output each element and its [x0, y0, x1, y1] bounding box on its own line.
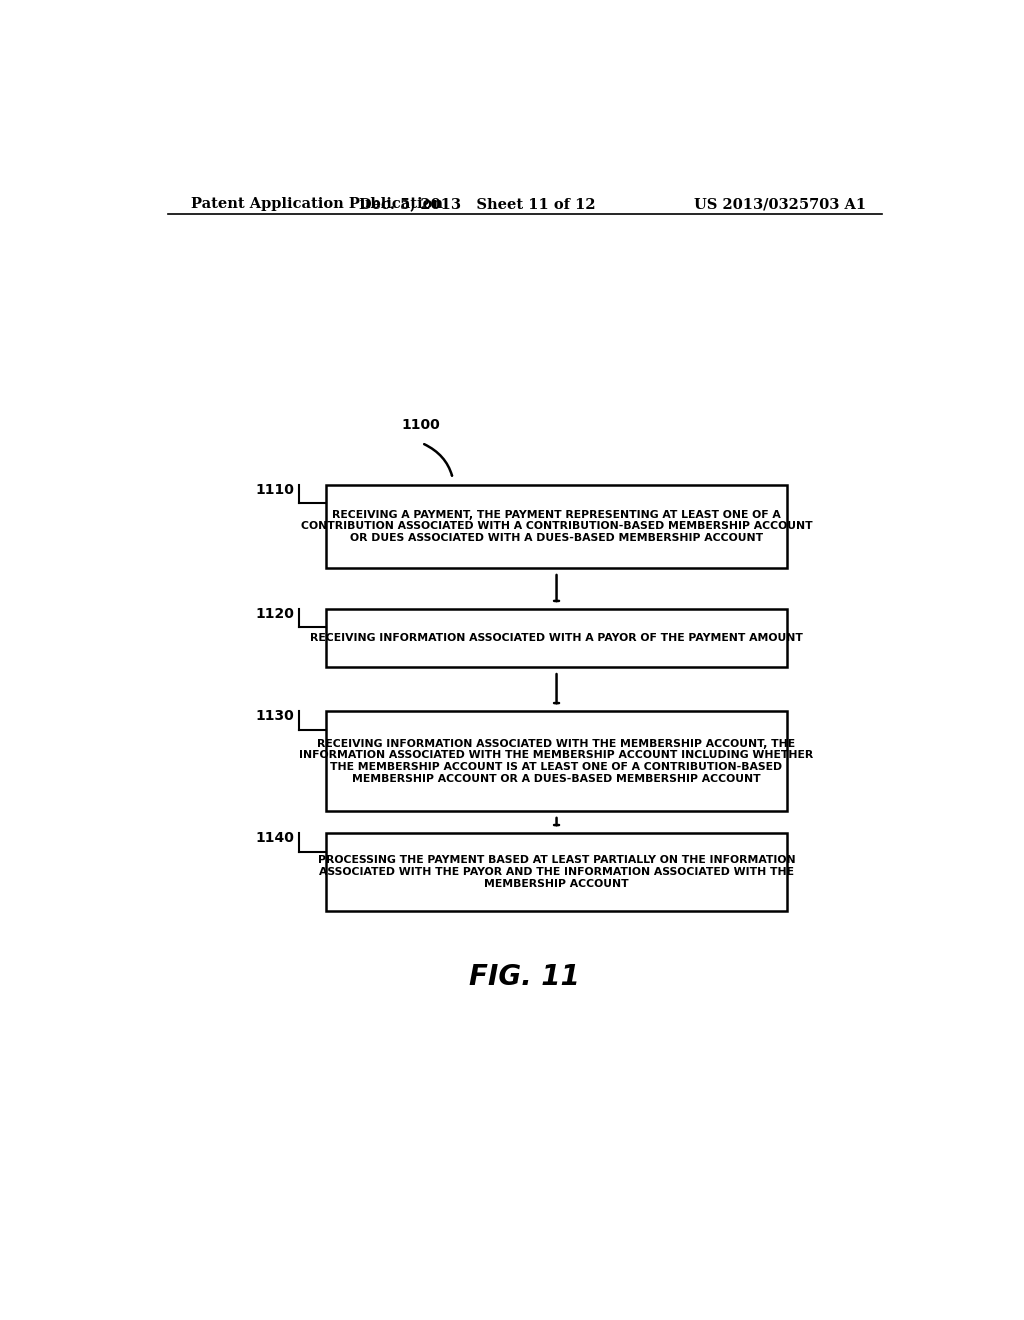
- Bar: [327, 609, 786, 667]
- Bar: [327, 711, 786, 810]
- Text: RECEIVING INFORMATION ASSOCIATED WITH A PAYOR OF THE PAYMENT AMOUNT: RECEIVING INFORMATION ASSOCIATED WITH A …: [310, 634, 803, 643]
- Text: RECEIVING A PAYMENT, THE PAYMENT REPRESENTING AT LEAST ONE OF A
CONTRIBUTION ASS: RECEIVING A PAYMENT, THE PAYMENT REPRESE…: [301, 510, 812, 543]
- Text: PROCESSING THE PAYMENT BASED AT LEAST PARTIALLY ON THE INFORMATION
ASSOCIATED WI: PROCESSING THE PAYMENT BASED AT LEAST PA…: [317, 855, 796, 888]
- Text: 1100: 1100: [401, 417, 440, 432]
- Bar: [327, 484, 786, 568]
- Text: 1140: 1140: [256, 832, 295, 845]
- Text: 1110: 1110: [256, 483, 295, 496]
- Text: Dec. 5, 2013   Sheet 11 of 12: Dec. 5, 2013 Sheet 11 of 12: [358, 197, 596, 211]
- Text: 1120: 1120: [256, 607, 295, 622]
- Text: 1130: 1130: [256, 709, 295, 723]
- Text: FIG. 11: FIG. 11: [469, 962, 581, 990]
- FancyArrowPatch shape: [424, 444, 452, 475]
- Text: Patent Application Publication: Patent Application Publication: [191, 197, 443, 211]
- Text: US 2013/0325703 A1: US 2013/0325703 A1: [694, 197, 866, 211]
- Text: RECEIVING INFORMATION ASSOCIATED WITH THE MEMBERSHIP ACCOUNT, THE
INFORMATION AS: RECEIVING INFORMATION ASSOCIATED WITH TH…: [299, 739, 814, 784]
- Bar: [327, 833, 786, 911]
